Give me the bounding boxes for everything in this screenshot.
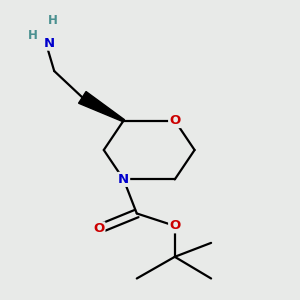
Text: H: H (48, 14, 58, 27)
Polygon shape (79, 92, 124, 122)
Text: H: H (28, 29, 38, 42)
Text: O: O (169, 219, 180, 232)
Text: O: O (93, 222, 104, 236)
Text: N: N (44, 37, 55, 50)
Text: N: N (118, 173, 129, 186)
Text: O: O (169, 114, 180, 127)
